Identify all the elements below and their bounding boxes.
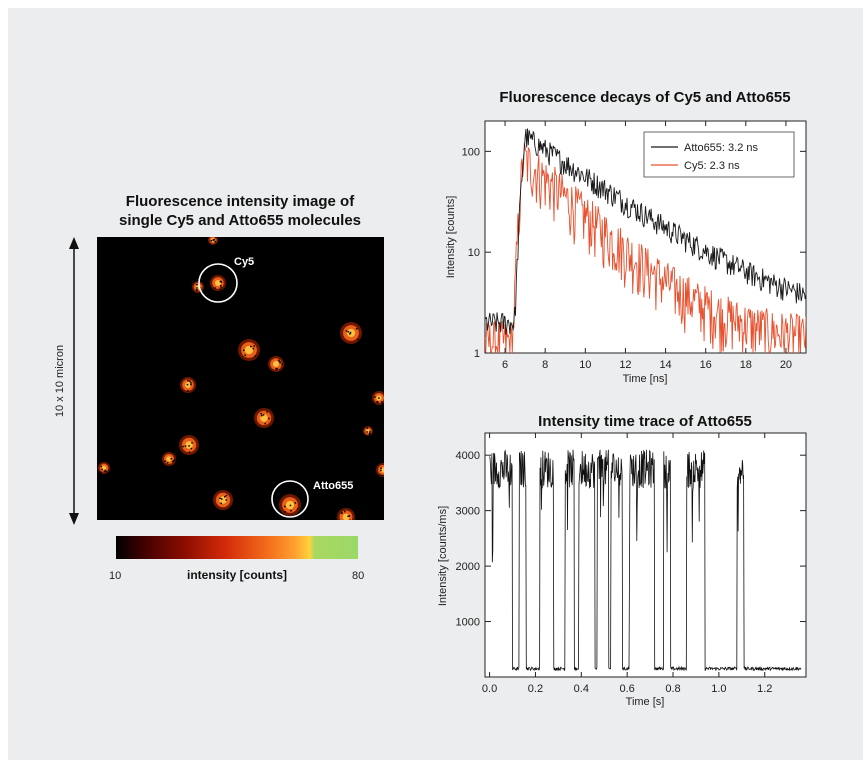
- molecule-spot: [238, 339, 260, 361]
- molecule-spot: [210, 275, 226, 291]
- decay-xtick-label: 10: [579, 359, 591, 371]
- trace-xtick-label: 0.6: [620, 683, 635, 695]
- molecule-spot: [376, 463, 384, 477]
- molecule-spot: [213, 490, 233, 510]
- trace-chart-title: Intensity time trace of Atto655: [538, 413, 752, 430]
- molecule-spot: [192, 281, 204, 293]
- decay-xtick-label: 16: [700, 359, 712, 371]
- decay-xtick-label: 8: [542, 359, 548, 371]
- molecule-spot: [208, 237, 218, 245]
- trace-ylabel: Intensity [counts/ms]: [437, 506, 449, 606]
- molecule-spot: [340, 322, 362, 344]
- molecule-spot: [279, 494, 301, 516]
- decay-xtick-label: 6: [502, 359, 508, 371]
- trace-series-group: [489, 449, 802, 672]
- trace-ytick-label: 4000: [456, 450, 480, 462]
- molecule-spot: [162, 452, 176, 466]
- molecule-spot: [268, 356, 284, 372]
- trace-xlabel: Time [s]: [626, 696, 665, 708]
- decay-line-cy5: [485, 143, 806, 353]
- cy5-marker-label: Cy5: [234, 256, 254, 268]
- decay-legend: Atto655: 3.2 ns Cy5: 2.3 ns: [643, 131, 795, 178]
- molecule-spot: [180, 377, 196, 393]
- decay-line-atto655: [485, 128, 806, 335]
- trace-ytick-label: 2000: [456, 561, 480, 573]
- trace-xtick-label: 0.4: [574, 683, 589, 695]
- legend-atto655: Atto655: 3.2 ns: [684, 142, 758, 154]
- decay-ytick-label: 100: [462, 146, 480, 158]
- decay-ytick-label: 1: [474, 348, 480, 360]
- colorbar-max-label: 80: [352, 570, 364, 582]
- molecule-spot: [179, 435, 199, 455]
- trace-ytick-label: 1000: [456, 617, 480, 629]
- arrow-down-icon: [69, 513, 79, 525]
- figure-panel: Fluorescence intensity image of single C…: [8, 8, 863, 760]
- scale-label: 10 x 10 micron: [54, 345, 66, 417]
- decay-xtick-label: 12: [619, 359, 631, 371]
- decay-xtick-label: 18: [740, 359, 752, 371]
- decay-ylabel: Intensity [counts]: [445, 196, 457, 279]
- trace-ticks: 0.0 0.2 0.4 0.6 0.8 1.0 1.2 1000 2000 3000 4000: [456, 433, 806, 695]
- molecule-spots: [98, 237, 384, 520]
- molecule-spot: [254, 408, 274, 428]
- decay-ticks: 6 8 10 12 14 16 18 20 1 10 100: [462, 121, 806, 371]
- scale-arrow: [69, 237, 79, 525]
- molecule-spot: [372, 391, 384, 405]
- molecule-spot: [363, 426, 373, 436]
- atto-marker-circle: [271, 480, 309, 518]
- image-title-line1: Fluorescence intensity image of: [126, 193, 355, 210]
- trace-xtick-label: 0.8: [665, 683, 680, 695]
- atto-marker-label: Atto655: [313, 480, 353, 492]
- figure-svg: Fluorescence intensity image of single C…: [54, 89, 807, 708]
- trace-xtick-label: 0.2: [528, 683, 543, 695]
- decay-xlabel: Time [ns]: [623, 373, 668, 385]
- decay-xtick-label: 14: [659, 359, 671, 371]
- legend-box: [643, 131, 795, 178]
- colorbar-label: intensity [counts]: [187, 568, 287, 582]
- decay-ytick-label: 10: [468, 247, 480, 259]
- trace-xtick-label: 0.0: [482, 683, 497, 695]
- image-title-line2: single Cy5 and Atto655 molecules: [119, 212, 361, 229]
- decay-xtick-label: 20: [780, 359, 792, 371]
- intensity-image: [97, 237, 384, 520]
- decay-series-group: [485, 128, 806, 353]
- legend-cy5: Cy5: 2.3 ns: [684, 160, 740, 172]
- trace-xtick-label: 1.0: [711, 683, 726, 695]
- cy5-marker-circle: [198, 263, 238, 303]
- decay-chart-title: Fluorescence decays of Cy5 and Atto655: [499, 89, 790, 106]
- trace-xtick-label: 1.2: [757, 683, 772, 695]
- colorbar: [116, 536, 358, 559]
- trace-line: [489, 449, 802, 672]
- molecule-spot: [98, 462, 110, 474]
- colorbar-min-label: 10: [109, 570, 121, 582]
- trace-plot-area: [484, 432, 807, 678]
- molecule-spot: [337, 508, 355, 520]
- trace-ytick-label: 3000: [456, 506, 480, 518]
- arrow-up-icon: [69, 237, 79, 249]
